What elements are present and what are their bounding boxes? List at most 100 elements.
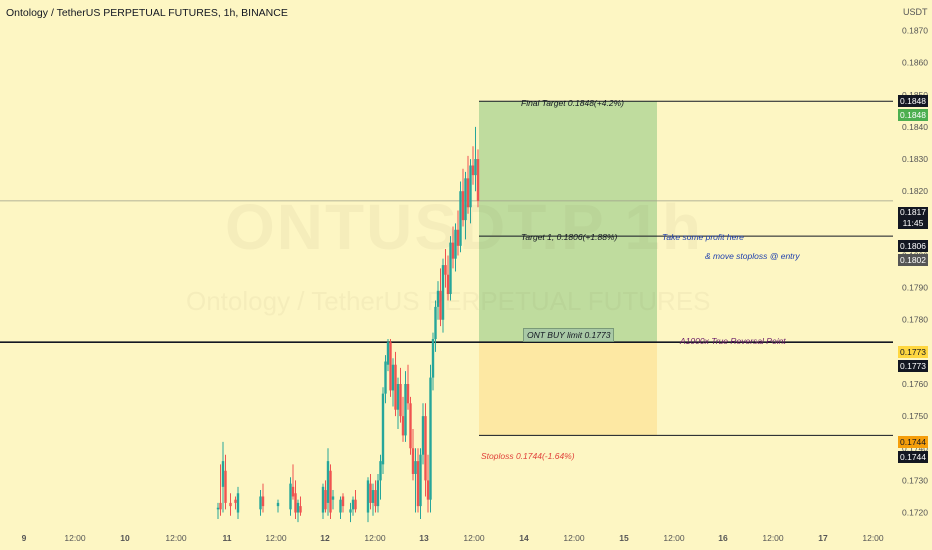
y-tick-label: 0.1790 — [902, 283, 928, 293]
candle-body — [296, 502, 300, 513]
candle-body — [229, 502, 232, 507]
candle-body — [339, 499, 342, 513]
candle-body — [234, 499, 237, 503]
x-tick-label: 10 — [120, 533, 130, 543]
x-tick-label: 12:00 — [563, 533, 585, 543]
target1-price-tag: 0.1806 — [898, 240, 928, 252]
current-price-value: 0.1817 — [900, 207, 926, 217]
candle-body — [476, 159, 480, 201]
buy-limit-label: ONT BUY limit 0.1773 — [523, 328, 615, 342]
candle-body — [454, 229, 457, 259]
x-tick-label: 14 — [519, 533, 529, 543]
candle-body — [451, 242, 455, 259]
move-stoploss-note: & move stoploss @ entry — [705, 251, 800, 261]
x-tick-label: 12:00 — [663, 533, 685, 543]
target1-label: Target 1, 0.1806(+1.88%) — [521, 232, 618, 242]
candle-body — [424, 416, 427, 481]
candle-body — [379, 461, 382, 481]
candle-body — [329, 470, 332, 513]
currency-unit: USDT — [903, 7, 928, 17]
x-tick-label: 12:00 — [364, 533, 386, 543]
candle-body — [411, 448, 415, 474]
candle-body — [221, 461, 225, 487]
candle-body — [261, 496, 265, 507]
candle-body — [326, 461, 330, 503]
y-tick-label: 0.1870 — [902, 26, 928, 36]
candle-body — [324, 490, 327, 510]
candle-body — [444, 265, 447, 275]
candle-body — [299, 506, 302, 513]
candle-countdown: 11:45 — [902, 218, 924, 228]
target1-grey-tag: 0.1802 — [898, 254, 928, 266]
x-tick-label: 15 — [619, 533, 629, 543]
y-tick-label: 0.1820 — [902, 186, 928, 196]
candle-body — [431, 339, 435, 378]
candle-body — [381, 393, 385, 465]
candle-body — [289, 483, 292, 510]
candle-body — [404, 384, 407, 436]
target-zone — [479, 101, 657, 343]
candle-body — [389, 342, 392, 391]
candle-body — [464, 178, 467, 221]
candle-body — [449, 242, 452, 295]
candle-body — [321, 486, 325, 513]
candle-body — [436, 290, 440, 307]
y-tick-label: 0.1830 — [902, 154, 928, 164]
y-tick-label: 0.1750 — [902, 411, 928, 421]
candle-body — [366, 480, 370, 513]
x-tick-label: 12:00 — [862, 533, 884, 543]
y-tick-label: 0.1850 — [902, 90, 928, 100]
candle-body — [446, 274, 450, 295]
final-target-green-tag: 0.1848 — [898, 109, 928, 121]
candle-body — [459, 191, 462, 246]
x-tick-label: 12:00 — [463, 533, 485, 543]
candle-body — [374, 490, 377, 507]
candle-body — [429, 377, 432, 500]
entry-yellow-tag: 0.1773 — [898, 346, 928, 358]
candle-body — [354, 499, 357, 510]
candle-body — [439, 290, 442, 320]
candle-body — [461, 191, 465, 221]
watermark-symbol: ONTUSDT.P 1h — [225, 191, 703, 263]
candle-body — [471, 165, 475, 176]
candle-body — [426, 480, 430, 500]
x-tick-label: 16 — [718, 533, 728, 543]
x-tick-label: 12:00 — [265, 533, 287, 543]
candle-body — [386, 342, 390, 365]
watermark-name: Ontology / TetherUS PERPETUAL FUTURES — [186, 286, 711, 316]
candle-body — [349, 509, 352, 513]
x-tick-label: 17 — [818, 533, 828, 543]
candle-body — [351, 499, 355, 510]
x-tick-label: 12 — [320, 533, 330, 543]
candle-body — [456, 229, 460, 246]
stoploss-price-tag: 0.1744 — [898, 451, 928, 463]
stop-zone — [479, 342, 657, 436]
candle-body — [416, 461, 420, 507]
candle-body — [394, 364, 397, 410]
final-target-label: Final Target 0.1848(+4.2%) — [521, 98, 624, 108]
candle-body — [219, 502, 222, 510]
candle-body — [474, 159, 477, 176]
candle-body — [396, 384, 400, 410]
candle-body — [409, 403, 412, 449]
entry-price-tag: 0.1773 — [898, 360, 928, 372]
x-tick-label: 12:00 — [165, 533, 187, 543]
y-tick-label: 0.1720 — [902, 508, 928, 518]
y-tick-label: 0.1860 — [902, 58, 928, 68]
stoploss-label: Stoploss 0.1744(-1.64%) — [481, 451, 575, 461]
stoploss-orange-tag: 0.1744 — [898, 436, 928, 448]
final-target-price-tag: 0.1848 — [898, 95, 928, 107]
candle-body — [224, 470, 227, 503]
candle-body — [466, 178, 470, 208]
candle-body — [291, 486, 295, 497]
y-tick-label: 0.1780 — [902, 315, 928, 325]
candle-body — [401, 416, 405, 436]
take-profit-note: Take some profit here — [662, 232, 744, 242]
x-tick-label: 12:00 — [64, 533, 86, 543]
candle-body — [399, 384, 402, 417]
y-tick-label: 0.1840 — [902, 122, 928, 132]
y-tick-label: 0.1760 — [902, 379, 928, 389]
x-tick-label: 11 — [223, 533, 232, 543]
